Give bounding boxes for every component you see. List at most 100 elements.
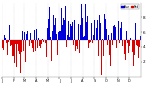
Bar [8,40,9,42]
Bar [93,35,94,40]
Bar [50,37,51,40]
Bar [52,31,53,40]
Bar [68,21,69,40]
Bar [25,40,26,62]
Bar [10,40,11,46]
Bar [67,35,68,40]
Bar [108,35,109,40]
Bar [110,40,111,66]
Bar [59,31,60,40]
Bar [46,40,47,57]
Bar [96,28,97,40]
Bar [82,18,83,40]
Bar [29,40,30,46]
Bar [35,40,36,51]
Bar [89,40,90,43]
Bar [78,24,79,40]
Bar [63,18,64,40]
Bar [109,40,110,55]
Bar [54,25,55,40]
Bar [30,33,31,40]
Bar [18,40,19,51]
Bar [80,25,81,40]
Bar [114,25,115,40]
Bar [27,31,28,40]
Bar [115,27,116,40]
Bar [58,32,59,40]
Bar [16,40,17,67]
Bar [137,40,138,46]
Bar [48,19,49,40]
Bar [4,35,5,40]
Bar [112,40,113,45]
Bar [139,23,140,40]
Bar [45,40,46,43]
Bar [66,40,67,47]
Bar [60,31,61,40]
Bar [26,34,27,40]
Bar [5,38,6,40]
Bar [86,22,87,40]
Bar [125,40,126,60]
Bar [126,31,127,40]
Bar [6,40,7,43]
Bar [38,38,39,40]
Bar [39,40,40,42]
Bar [11,40,12,45]
Bar [37,40,38,48]
Bar [120,28,121,40]
Bar [132,40,133,52]
Bar [56,33,57,40]
Bar [92,40,93,43]
Bar [84,36,85,40]
Bar [2,40,3,48]
Bar [83,37,84,40]
Bar [20,40,21,73]
Bar [79,40,80,53]
Bar [111,33,112,40]
Bar [140,36,141,40]
Legend: Blue, Red: Blue, Red [121,4,139,9]
Bar [135,23,136,40]
Bar [121,22,122,40]
Bar [41,40,42,44]
Bar [119,40,120,43]
Bar [65,6,66,40]
Bar [57,40,58,55]
Bar [53,40,54,49]
Bar [33,40,34,52]
Bar [42,14,43,40]
Bar [88,40,89,43]
Bar [21,40,22,52]
Bar [123,40,124,43]
Bar [104,14,105,40]
Bar [97,20,98,40]
Bar [128,40,129,53]
Bar [103,40,104,56]
Bar [22,31,23,40]
Bar [31,40,32,49]
Bar [127,40,128,43]
Bar [77,40,78,49]
Bar [49,7,50,40]
Bar [134,40,135,55]
Bar [32,40,33,48]
Bar [13,40,14,56]
Bar [91,23,92,40]
Bar [3,40,4,50]
Bar [100,23,101,40]
Bar [75,40,76,51]
Bar [43,40,44,42]
Bar [105,19,106,40]
Bar [90,40,91,42]
Bar [62,25,63,40]
Bar [51,40,52,61]
Bar [101,40,102,75]
Bar [102,39,103,40]
Bar [70,24,71,40]
Bar [69,37,70,40]
Bar [99,15,100,40]
Bar [118,21,119,40]
Bar [23,40,24,59]
Bar [76,40,77,46]
